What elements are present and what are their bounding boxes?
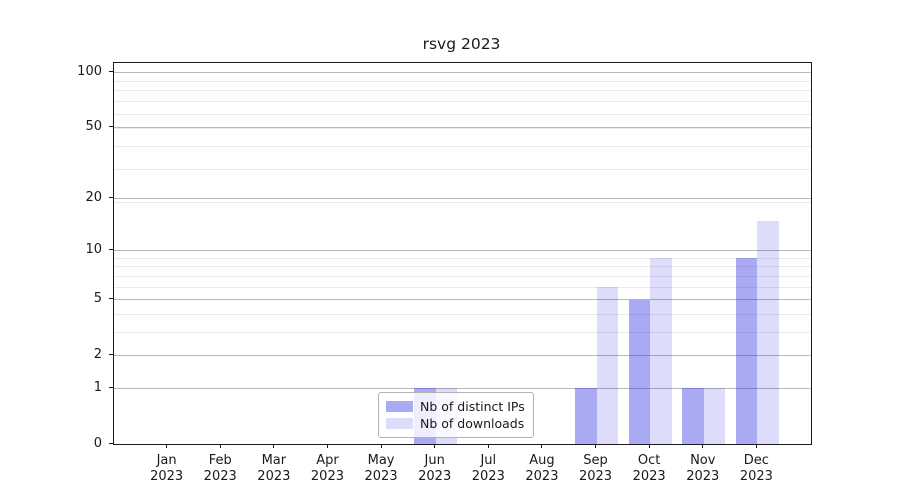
gridline-minor (114, 128, 811, 130)
x-tick-label: Aug 2023 (525, 453, 559, 484)
x-tick-label: Jun 2023 (418, 453, 452, 484)
x-tick-label: Jan 2023 (150, 453, 184, 484)
legend-item-label: Nb of downloads (420, 416, 525, 431)
gridline-major (114, 198, 811, 200)
x-tick-label: Jul 2023 (471, 453, 505, 484)
gridline-minor (114, 202, 811, 204)
gridline-minor (114, 80, 811, 82)
y-tick-label: 0 (93, 435, 102, 451)
plot-area: Nb of distinct IPs Nb of downloads (113, 62, 812, 445)
y-tick-mark (109, 125, 113, 127)
x-tick-mark (702, 444, 704, 448)
y-tick-label: 2 (93, 346, 102, 362)
bar-distinct-ips (575, 388, 597, 444)
bar-distinct-ips (735, 258, 758, 444)
gridline-minor (114, 101, 811, 103)
x-tick-label: Oct 2023 (632, 453, 666, 484)
bar-distinct-ips (682, 388, 704, 444)
x-tick-label: May 2023 (364, 453, 398, 484)
x-tick-mark (541, 444, 543, 448)
legend-swatch-distinct-ips (386, 401, 413, 412)
gridline-major (114, 299, 811, 301)
y-tick-label: 5 (93, 291, 102, 307)
gridline-major (114, 71, 811, 73)
y-tick-mark (109, 386, 113, 388)
y-tick-mark (109, 249, 113, 251)
x-tick-label: Nov 2023 (686, 453, 720, 484)
bar-downloads (650, 258, 672, 444)
x-tick-mark (380, 444, 382, 448)
gridline-major (114, 250, 811, 252)
x-tick-mark (755, 444, 757, 448)
legend-swatch-downloads (386, 418, 413, 429)
x-tick-label: Dec 2023 (739, 453, 773, 484)
y-tick-mark (109, 353, 113, 355)
gridline-minor (114, 331, 811, 333)
gridline-major (114, 354, 811, 356)
bar-distinct-ips (628, 299, 651, 444)
gridline-minor (114, 146, 811, 148)
y-tick-label: 20 (85, 190, 102, 206)
x-tick-mark (434, 444, 436, 448)
y-tick-label: 1 (93, 379, 102, 395)
x-tick-mark (273, 444, 275, 448)
gridline-minor (114, 257, 811, 259)
y-tick-mark (109, 298, 113, 300)
y-tick-label: 100 (77, 63, 102, 79)
bar-downloads (596, 287, 619, 444)
chart-title: rsvg 2023 (422, 35, 501, 53)
y-tick-mark (109, 197, 113, 199)
x-tick-mark (166, 444, 168, 448)
gridline-minor (114, 286, 811, 288)
x-tick-mark (595, 444, 597, 448)
legend-item-label: Nb of distinct IPs (420, 399, 525, 414)
x-tick-label: Feb 2023 (203, 453, 237, 484)
y-tick-mark (109, 70, 113, 72)
x-tick-mark (326, 444, 328, 448)
bar-downloads (703, 388, 726, 444)
gridline-minor (114, 313, 811, 315)
gridline-minor (114, 113, 811, 115)
y-tick-label: 10 (85, 242, 102, 258)
gridline-minor (114, 169, 811, 171)
y-tick-label: 50 (85, 118, 102, 134)
gridline-minor (114, 266, 811, 268)
x-tick-label: Mar 2023 (257, 453, 291, 484)
bar-downloads (757, 220, 779, 444)
x-tick-label: Sep 2023 (578, 453, 613, 484)
gridline-minor (114, 90, 811, 92)
x-tick-label: Apr 2023 (310, 453, 344, 484)
gridline-major (114, 387, 811, 389)
x-tick-mark (648, 444, 650, 448)
gridline-major (114, 126, 811, 128)
legend-item: Nb of downloads (386, 415, 525, 432)
y-tick-mark (109, 442, 113, 444)
legend: Nb of distinct IPs Nb of downloads (378, 392, 534, 438)
x-tick-mark (219, 444, 221, 448)
legend-item: Nb of distinct IPs (386, 398, 525, 415)
x-tick-mark (487, 444, 489, 448)
gridline-minor (114, 275, 811, 277)
